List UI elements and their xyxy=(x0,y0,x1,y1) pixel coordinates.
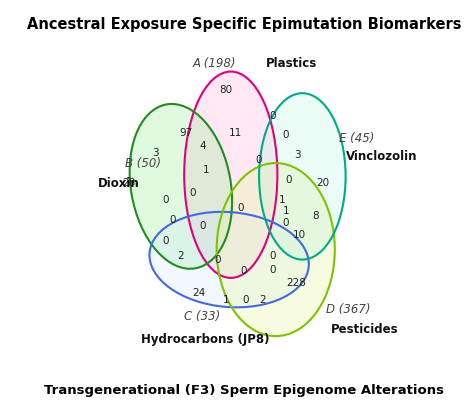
Text: Vinclozolin: Vinclozolin xyxy=(346,150,417,163)
Text: 1: 1 xyxy=(279,195,286,205)
Text: 97: 97 xyxy=(179,128,192,138)
Text: 1: 1 xyxy=(283,206,289,216)
Ellipse shape xyxy=(217,163,335,336)
Text: 11: 11 xyxy=(229,128,242,138)
Text: C (33): C (33) xyxy=(184,310,220,323)
Text: 3: 3 xyxy=(294,150,301,160)
Text: 2: 2 xyxy=(259,295,266,305)
Text: 0: 0 xyxy=(283,130,289,140)
Ellipse shape xyxy=(259,93,346,260)
Text: 228: 228 xyxy=(286,278,306,288)
Text: 24: 24 xyxy=(192,288,206,298)
Text: 0: 0 xyxy=(199,221,206,231)
Text: B (50): B (50) xyxy=(125,156,161,170)
Text: 0: 0 xyxy=(237,203,244,213)
Text: 0: 0 xyxy=(286,175,292,185)
Ellipse shape xyxy=(129,104,232,269)
Text: 0: 0 xyxy=(189,188,196,198)
Text: Pesticides: Pesticides xyxy=(331,323,398,336)
Text: Transgenerational (F3) Sperm Epigenome Alterations: Transgenerational (F3) Sperm Epigenome A… xyxy=(44,384,444,397)
Text: Dioxin: Dioxin xyxy=(98,176,139,190)
Text: 0: 0 xyxy=(269,265,276,275)
Text: 0: 0 xyxy=(163,195,169,205)
Text: E (45): E (45) xyxy=(339,131,374,145)
Text: 28: 28 xyxy=(123,178,136,188)
Text: 2: 2 xyxy=(178,251,184,261)
Text: 1: 1 xyxy=(222,295,229,305)
Text: 0: 0 xyxy=(269,251,276,261)
Text: 0: 0 xyxy=(283,218,289,228)
Text: 0: 0 xyxy=(243,295,249,305)
Text: Hydrocarbons (JP8): Hydrocarbons (JP8) xyxy=(141,333,269,346)
Text: 0: 0 xyxy=(214,255,221,265)
Text: 0: 0 xyxy=(163,236,169,246)
Text: 1: 1 xyxy=(202,165,209,175)
Text: 80: 80 xyxy=(219,85,232,95)
Text: A (198): A (198) xyxy=(192,57,236,70)
Text: 8: 8 xyxy=(312,211,319,221)
Text: 4: 4 xyxy=(199,141,206,151)
Text: 0: 0 xyxy=(256,155,262,165)
Text: 3: 3 xyxy=(153,148,159,158)
Text: Ancestral Exposure Specific Epimutation Biomarkers: Ancestral Exposure Specific Epimutation … xyxy=(27,17,461,32)
Text: 0: 0 xyxy=(269,111,276,121)
Ellipse shape xyxy=(184,72,277,278)
Text: 0: 0 xyxy=(169,215,176,225)
Text: D (367): D (367) xyxy=(326,303,370,316)
Text: 20: 20 xyxy=(316,178,329,188)
Ellipse shape xyxy=(149,212,309,307)
Text: Plastics: Plastics xyxy=(266,57,317,70)
Text: 0: 0 xyxy=(241,266,247,276)
Text: 10: 10 xyxy=(292,230,306,240)
